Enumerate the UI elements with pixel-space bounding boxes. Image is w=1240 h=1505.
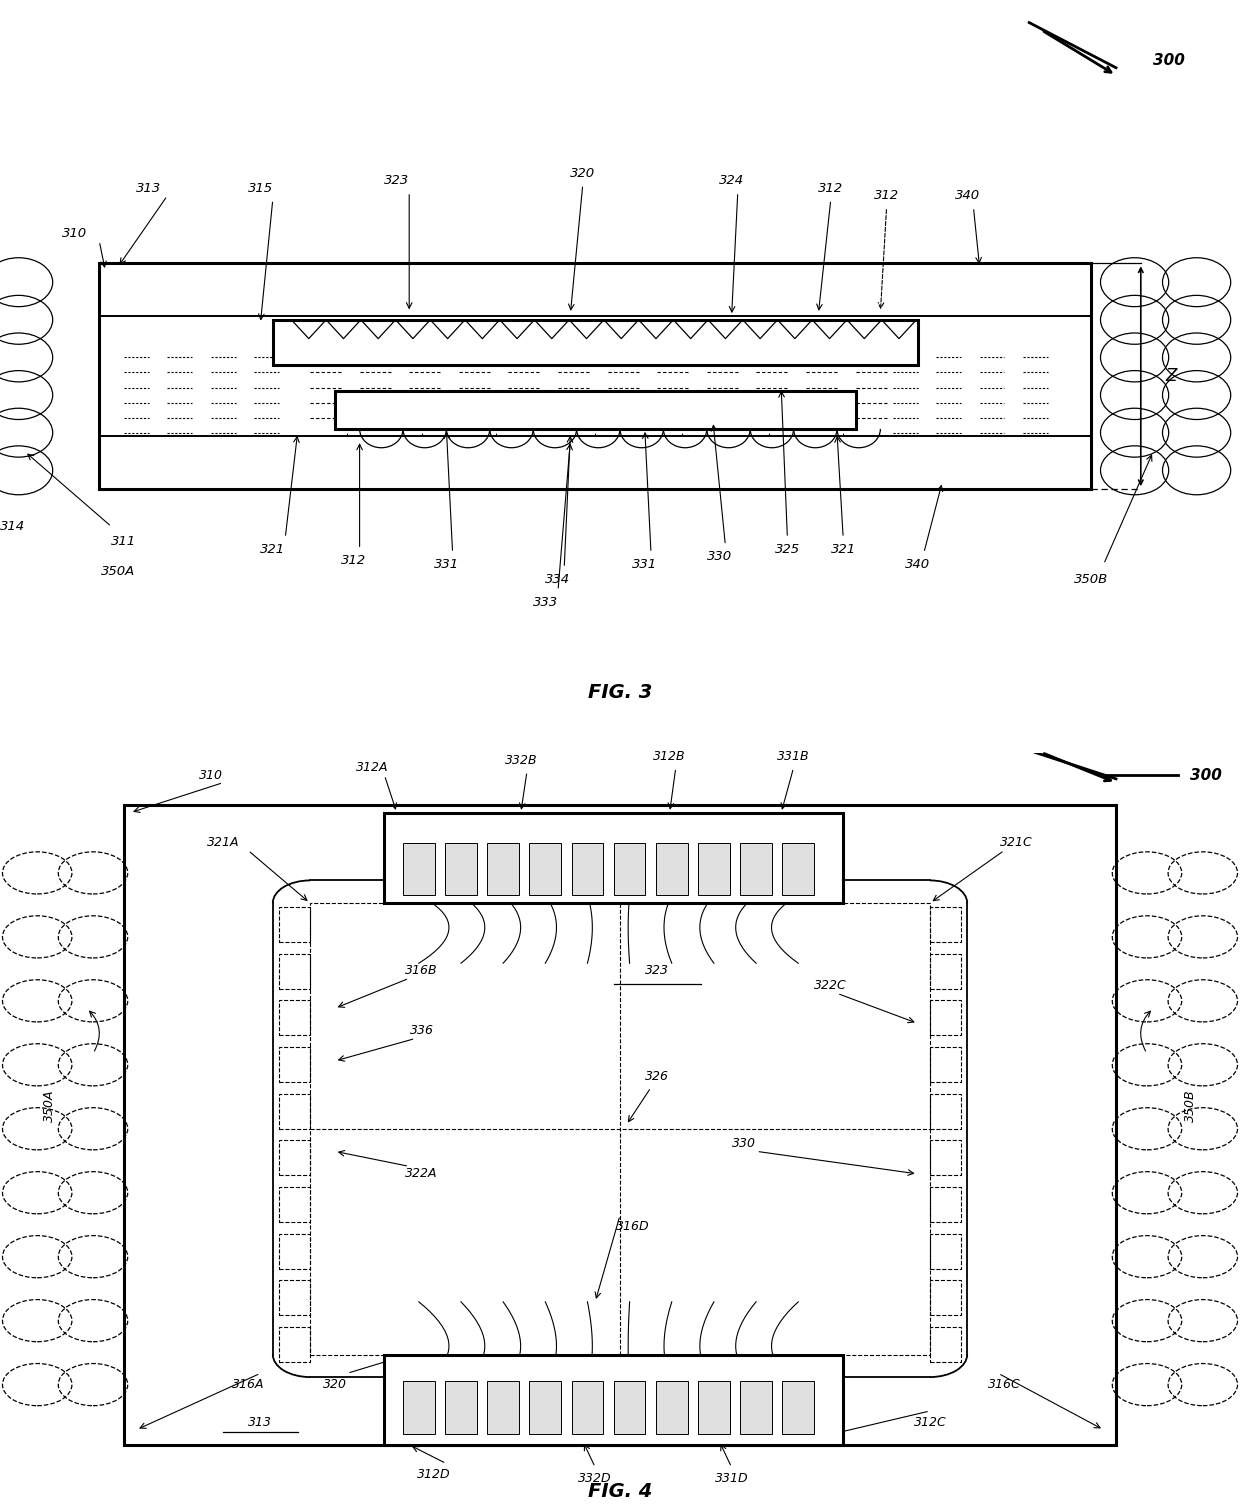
Bar — [279, 954, 310, 989]
Bar — [740, 1382, 771, 1433]
Bar — [782, 1382, 815, 1433]
Bar — [335, 391, 856, 429]
Text: 310: 310 — [62, 227, 87, 239]
Text: 340: 340 — [905, 558, 930, 570]
Bar — [930, 1187, 961, 1222]
Text: 312B: 312B — [653, 749, 686, 763]
Bar — [384, 1354, 843, 1445]
Text: 312C: 312C — [914, 1416, 946, 1428]
Bar — [930, 908, 961, 942]
Bar — [384, 813, 843, 903]
Text: Z: Z — [1166, 367, 1177, 385]
Bar — [698, 843, 729, 895]
Text: 313: 313 — [136, 182, 161, 194]
Text: 312: 312 — [341, 554, 366, 567]
Text: 321C: 321C — [1001, 837, 1033, 849]
Bar — [403, 843, 434, 895]
Text: 323: 323 — [645, 965, 670, 977]
Text: 316C: 316C — [988, 1379, 1021, 1391]
Bar — [403, 1382, 434, 1433]
Bar — [930, 1327, 961, 1362]
Text: 311: 311 — [112, 536, 136, 548]
Bar — [930, 1141, 961, 1175]
Text: 322A: 322A — [405, 1168, 438, 1180]
Text: 333: 333 — [533, 596, 558, 608]
Bar — [445, 1382, 476, 1433]
Bar — [279, 1094, 310, 1129]
Bar — [487, 843, 518, 895]
Text: 350B: 350B — [1074, 573, 1109, 585]
Text: 322C: 322C — [815, 980, 847, 992]
Text: 331D: 331D — [714, 1472, 749, 1485]
Text: 312: 312 — [874, 190, 899, 202]
Bar — [279, 1327, 310, 1362]
Bar — [930, 1094, 961, 1129]
Bar — [279, 908, 310, 942]
Bar — [572, 843, 603, 895]
Text: 331: 331 — [434, 558, 459, 570]
Bar — [572, 1382, 603, 1433]
Text: 321: 321 — [260, 543, 285, 555]
Bar — [279, 1001, 310, 1035]
Text: 331B: 331B — [777, 749, 810, 763]
Bar — [279, 1141, 310, 1175]
Text: FIG. 3: FIG. 3 — [588, 683, 652, 701]
Bar — [279, 1187, 310, 1222]
Bar — [782, 843, 815, 895]
Text: 316A: 316A — [232, 1379, 264, 1391]
Text: 300: 300 — [1190, 768, 1223, 783]
Bar — [930, 1047, 961, 1082]
Text: 350A: 350A — [43, 1090, 56, 1123]
Text: 324: 324 — [719, 175, 744, 187]
Text: 330: 330 — [707, 551, 732, 563]
Text: 336: 336 — [409, 1025, 434, 1037]
Text: 313: 313 — [248, 1416, 273, 1428]
Text: 350B: 350B — [1184, 1090, 1197, 1123]
Text: 312: 312 — [818, 182, 843, 194]
Bar — [656, 843, 687, 895]
Text: 323: 323 — [384, 175, 409, 187]
Bar — [930, 1281, 961, 1315]
Text: 321A: 321A — [207, 837, 239, 849]
Bar — [930, 1234, 961, 1269]
Bar — [279, 1281, 310, 1315]
Bar — [445, 843, 476, 895]
Bar — [614, 843, 646, 895]
Text: 320: 320 — [322, 1379, 347, 1391]
Text: 300: 300 — [1153, 53, 1185, 68]
Bar — [310, 903, 930, 1354]
Bar — [930, 954, 961, 989]
Bar — [124, 805, 1116, 1445]
Bar — [279, 1047, 310, 1082]
Text: 340: 340 — [955, 190, 980, 202]
Text: 326: 326 — [645, 1070, 670, 1082]
Text: 321: 321 — [831, 543, 856, 555]
Text: 312A: 312A — [356, 762, 388, 774]
Bar — [698, 1382, 729, 1433]
Text: 315: 315 — [248, 182, 273, 194]
Text: 332D: 332D — [578, 1472, 613, 1485]
Bar — [614, 1382, 646, 1433]
Text: 316B: 316B — [405, 965, 438, 977]
Bar — [740, 843, 771, 895]
Text: 325: 325 — [775, 543, 800, 555]
Text: 310: 310 — [198, 769, 223, 781]
Text: 350A: 350A — [100, 566, 135, 578]
Bar — [656, 1382, 687, 1433]
Bar — [529, 1382, 560, 1433]
Text: FIG. 4: FIG. 4 — [588, 1482, 652, 1502]
Text: 334: 334 — [546, 573, 570, 585]
Text: 316D: 316D — [615, 1221, 650, 1233]
Bar — [529, 843, 560, 895]
Text: 320: 320 — [570, 167, 595, 179]
Text: 312D: 312D — [417, 1469, 451, 1481]
Text: 331: 331 — [632, 558, 657, 570]
Bar — [273, 319, 918, 366]
Bar — [930, 1001, 961, 1035]
Text: 314: 314 — [0, 521, 25, 533]
Text: 332B: 332B — [505, 754, 537, 766]
Bar — [279, 1234, 310, 1269]
Bar — [487, 1382, 518, 1433]
Text: 330: 330 — [732, 1138, 756, 1150]
